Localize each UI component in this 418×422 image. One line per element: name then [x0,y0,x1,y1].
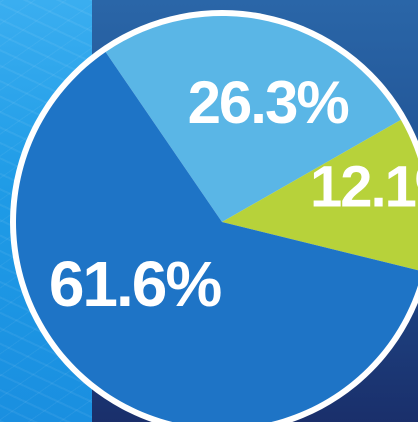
pie-slice-3 [16,52,418,422]
pie-slice-label-2: 12.1% [310,155,418,220]
pie-slice-label-3: 61.6% [49,248,222,320]
pie-slice-1 [105,15,401,223]
pie-slice-2 [222,119,418,271]
pie-slice-label-1: 26.3% [188,69,349,136]
